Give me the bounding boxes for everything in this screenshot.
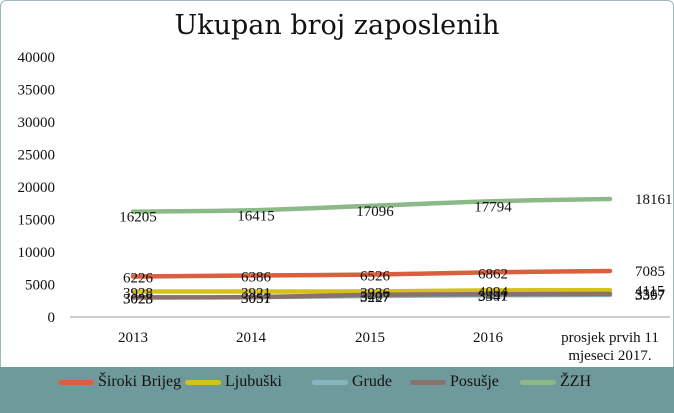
y-tick-label: 40000 <box>18 50 56 66</box>
legend-swatch <box>410 379 446 385</box>
data-label: 6862 <box>478 266 508 282</box>
y-tick-label: 0 <box>48 310 56 326</box>
data-label: 3057 <box>241 291 272 307</box>
legend-label: Ljubuški <box>225 373 282 390</box>
legend-item: ŽZH <box>520 372 591 392</box>
y-tick-label: 15000 <box>18 213 56 229</box>
series-line <box>130 196 613 214</box>
legend <box>0 367 674 413</box>
legend-item: Široki Brijeg <box>58 372 181 392</box>
data-label: 6226 <box>123 271 154 287</box>
data-label: 3491 <box>478 288 508 304</box>
legend-item: Ljubuški <box>185 372 282 392</box>
y-tick-label: 10000 <box>18 245 56 261</box>
legend-item: Grude <box>312 372 392 392</box>
legend-item: Posušje <box>410 372 499 392</box>
legend-swatch <box>58 379 94 385</box>
y-tick-label: 30000 <box>18 115 56 131</box>
data-label: 3023 <box>123 291 153 307</box>
data-label: 4094 <box>478 284 509 300</box>
y-tick-label: 25000 <box>18 148 56 164</box>
x-tick-label: prosjek prvih 11 mjeseci 2017. <box>561 330 659 364</box>
x-tick-label: 2014 <box>236 330 267 346</box>
legend-swatch <box>520 379 556 385</box>
data-label: 16415 <box>237 208 275 224</box>
y-tick-label: 20000 <box>18 180 56 196</box>
data-label: 3347 <box>478 289 509 305</box>
data-label: 4115 <box>635 283 664 299</box>
data-label: 3567 <box>635 287 666 303</box>
series-line <box>130 288 613 294</box>
x-tick-label: 2015 <box>355 330 385 346</box>
x-tick-label: 2016 <box>473 330 504 346</box>
data-label: 3921 <box>241 286 271 302</box>
data-label: 3936 <box>360 285 391 301</box>
data-label: 3928 <box>123 285 153 301</box>
data-label: 3051 <box>241 291 271 307</box>
legend-label: Široki Brijeg <box>98 373 182 390</box>
data-label: 3397 <box>635 288 666 304</box>
data-label: 18161 <box>635 192 673 208</box>
data-label: 3407 <box>360 289 391 305</box>
data-label: 3028 <box>123 291 153 307</box>
chart-title: Ukupan broj zaposlenih <box>174 10 500 41</box>
legend-swatch <box>312 379 348 385</box>
y-tick-label: 35000 <box>18 83 56 99</box>
legend-label: Posušje <box>450 373 499 390</box>
legend-swatch <box>185 379 221 385</box>
legend-label: Grude <box>352 373 392 390</box>
data-label: 7085 <box>635 264 665 280</box>
data-label: 17096 <box>356 204 394 220</box>
legend-label: ŽZH <box>560 373 592 390</box>
y-tick-label: 5000 <box>25 278 55 294</box>
data-label: 6526 <box>360 269 391 285</box>
series-line <box>130 268 613 279</box>
series-line <box>130 291 613 300</box>
data-label: 6386 <box>241 269 272 285</box>
data-label: 16205 <box>119 210 157 226</box>
data-label: 3227 <box>360 290 391 306</box>
x-tick-label: 2013 <box>118 330 148 346</box>
data-label: 17794 <box>474 199 512 215</box>
